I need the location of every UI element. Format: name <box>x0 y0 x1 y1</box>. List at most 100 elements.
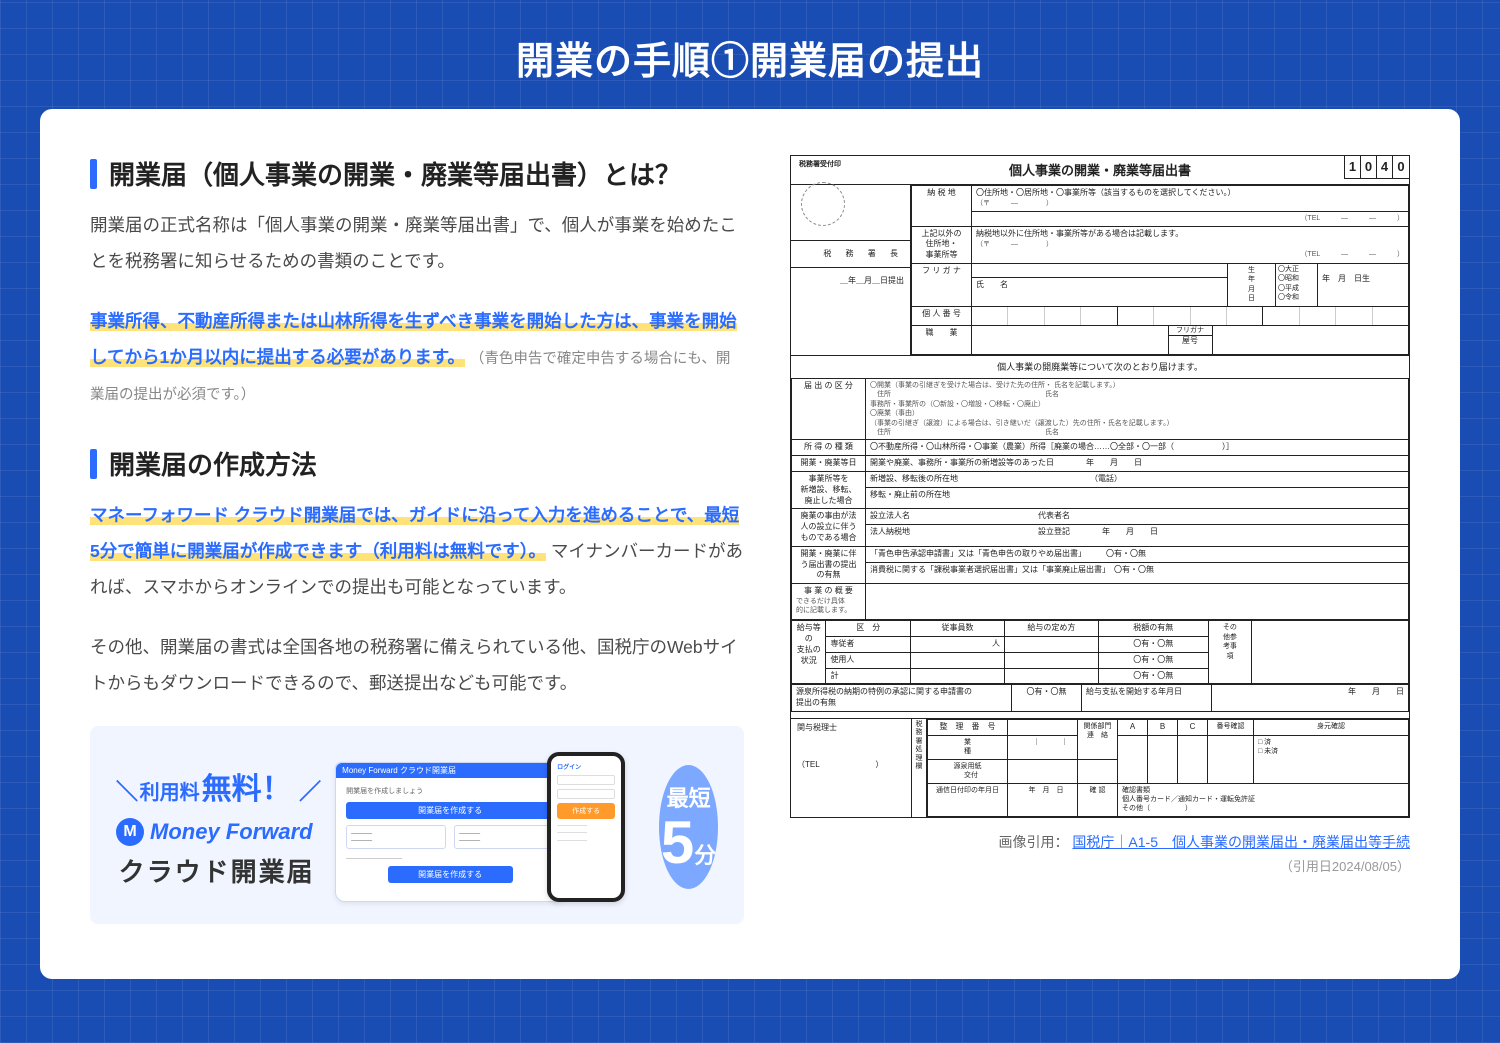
section1-highlight-para: 事業所得、不動産所得または山林所得を生ずべき事業を開始した方は、事業を開始してか… <box>90 304 744 412</box>
form-title: 個人事業の開業・廃業等届出書 <box>1009 163 1191 178</box>
form-footer-side: 税 務 署 処 理 欄 <box>911 719 927 817</box>
form-gensen-label: 源泉所得税の納期の特例の承認に関する申請書の 提出の有無 <box>792 685 1012 712</box>
form-kyuyo-r1: 専従者 <box>826 637 911 653</box>
form-label-hojin: 廃業の事由が法 人の設立に伴う ものである場合 <box>792 509 866 546</box>
form-label-kubun: 届 出 の 区 分 <box>792 378 866 440</box>
form-shimei-cell: 氏 名 生年月日 〇大正 〇昭和 〇平成 〇令和 年 月 日生 <box>972 263 1409 306</box>
form-footer-tel: （TEL ） <box>797 760 905 771</box>
form-gensen-r2l: 給与支払を開始する年月日 <box>1082 685 1212 712</box>
form-nozeichi-row1: 〇住所地・〇居所地・〇事業所等（該当するものを選択してください。）（〒 ― ） <box>972 185 1409 212</box>
form-gensen-table: 源泉所得税の納期の特例の承認に関する申請書の 提出の有無 〇有・〇無 給与支払を… <box>791 684 1409 712</box>
form-submit-date: ＿年＿月＿日提出 <box>791 268 910 295</box>
form-code-digit: 1 <box>1345 156 1361 178</box>
promo-free-pre: 利用料 <box>140 782 200 804</box>
laptop-cta-button: 開業届を作成する <box>346 802 554 819</box>
slash-left-icon: ＼ <box>116 779 134 804</box>
promo-brand-text: Money Forward <box>150 819 313 845</box>
form-label-kami: 上記以外の 住所地・ 事業所等 <box>912 226 972 263</box>
heading-bar-icon <box>90 449 97 479</box>
stamp-circle-icon <box>801 182 845 226</box>
form-label-nozeichi: 納 税 地 <box>912 185 972 226</box>
form-gaiyou-body <box>866 584 1409 620</box>
promo-mockups: Money Forward クラウド開業届 開業届を作成しましょう 開業届を作成… <box>335 752 625 902</box>
phone-title: ログイン <box>557 762 615 771</box>
phone-input <box>557 775 615 785</box>
form-kyuyo-side: 給与等の 支払の状況 <box>792 621 826 684</box>
form-label-jimusho: 事業所等を 新増設、移転、 廃止した場合 <box>792 472 866 509</box>
form-kyuyo-table: 給与等の 支払の状況 区 分 従事員数 給与の定め方 税額の有無 その 他参 考… <box>791 620 1409 684</box>
form-label-accompany: 開業・廃業に伴 う届出書の提出 の有無 <box>792 546 866 583</box>
phone-mock: ログイン 作成する ―――――――――――――――――― <box>547 752 625 902</box>
form-title-row: 税務署受付印 個人事業の開業・廃業等届出書 1 0 4 0 <box>791 156 1409 184</box>
section2-heading-text: 開業届の作成方法 <box>109 445 317 482</box>
form-kyuyo-r2: 使用人 <box>826 652 911 668</box>
form-taxoffice-label: 税 務 署 長 <box>791 241 910 269</box>
promo-brand-sub: クラウド開業届 <box>116 852 317 889</box>
form-kyuyo-note-body <box>1252 621 1409 684</box>
promo-5min-badge: 最短 5分 <box>659 765 718 889</box>
laptop-body: 開業届を作成しましょう 開業届を作成する ―――――― ―――――― ―――――… <box>336 778 564 891</box>
slash-right-icon: ／ <box>299 779 317 804</box>
promo-free-line: ＼ 利用料無料！ ／ <box>116 764 317 808</box>
form-stamp-label: 税務署受付印 <box>799 160 841 169</box>
laptop-header: Money Forward クラウド開業届 <box>336 763 564 778</box>
form-label-shokugyo: 職 業 <box>912 325 972 354</box>
mf-logo-icon: M <box>116 818 144 846</box>
right-column: 税務署受付印 個人事業の開業・廃業等届出書 1 0 4 0 税 務 署 長 ＿年… <box>790 155 1410 937</box>
laptop-box: ―――――― <box>346 825 446 849</box>
section2-heading: 開業届の作成方法 <box>90 445 744 482</box>
form-kyuyo-note-col: その 他参 考事 項 <box>1208 621 1252 684</box>
section2-p1: マネーフォワード クラウド開業届では、ガイドに沿って入力を進めることで、最短5分… <box>90 498 744 606</box>
section2-p2: その他、開業届の書式は全国各地の税務署に備えられている他、国税庁のWebサイトか… <box>90 630 744 702</box>
badge-num: 5分 <box>661 813 716 873</box>
form-kaigyobi-val: 開業や廃業、事務所・事業所の新増設等のあった日 年 月 日 <box>866 456 1409 472</box>
form-main-table: 届 出 の 区 分 〇開業（事業の引継ぎを受けた場合は、受けた先の住所・ 氏名を… <box>791 378 1409 620</box>
form-hojin-body: 設立法人名 代表者名 法人納税地 設立登記 年 月 日 <box>866 509 1409 546</box>
form-kami-val: 納税地以外に住所地・事業所等がある場合は記載します。（〒 ― ）（TEL ― ―… <box>972 226 1409 263</box>
citation-link[interactable]: 国税庁｜A1-5 個人事業の開業届出・廃業届出等手続 <box>1072 834 1410 850</box>
content-card: 開業届（個人事業の開業・廃業等届出書）とは？ 開業届の正式名称は「個人事業の開業… <box>40 109 1460 979</box>
form-jimusho-body: 新増設、移転後の所在地 （電話） 移転・廃止前の所在地 <box>866 472 1409 509</box>
form-kyuyo-h-num: 従事員数 <box>911 621 1005 637</box>
phone-cta-button: 作成する <box>557 803 615 819</box>
form-label-kojin: 個 人 番 号 <box>912 306 972 325</box>
form-footer: 関与税理士 （TEL ） 税 務 署 処 理 欄 整 理 番 号 関係部門 連 … <box>791 718 1409 817</box>
form-kojin-boxes <box>972 306 1409 325</box>
form-code: 1 0 4 0 <box>1344 156 1409 179</box>
phone-smalltext: ―――――――――――――――――― <box>557 823 615 846</box>
form-label-kaigyobi: 開業・廃業等日 <box>792 456 866 472</box>
form-code-digit: 0 <box>1393 156 1409 178</box>
form-kyuyo-h-tax: 税額の有無 <box>1098 621 1208 637</box>
phone-body: ログイン 作成する ―――――――――――――――――― <box>551 756 621 852</box>
form-footer-table: 整 理 番 号 関係部門 連 絡 A B C 番号確認 身元確認 業 種 ｜ ｜ <box>927 719 1409 817</box>
form-main-line: 個人事業の開廃業等について次のとおり届けます。 <box>791 355 1409 378</box>
citation-date: （引用日2024/08/05） <box>790 856 1410 875</box>
left-column: 開業届（個人事業の開業・廃業等届出書）とは？ 開業届の正式名称は「個人事業の開業… <box>90 155 744 937</box>
laptop-mock: Money Forward クラウド開業届 開業届を作成しましょう 開業届を作成… <box>335 762 565 902</box>
form-tel: （TEL ― ― ） <box>972 212 1409 226</box>
promo-banner: ＼ 利用料無料！ ／ M Money Forward クラウド開業届 Money… <box>90 726 744 924</box>
promo-free-big: 無料！ <box>202 773 292 806</box>
citation: 画像引用： 国税庁｜A1-5 個人事業の開業届出・廃業届出等手続 （引用日202… <box>790 832 1410 875</box>
section1-p1: 開業届の正式名称は「個人事業の開業・廃業等届出書」で、個人が事業を始めたことを税… <box>90 208 744 280</box>
form-image: 税務署受付印 個人事業の開業・廃業等届出書 1 0 4 0 税 務 署 長 ＿年… <box>790 155 1410 818</box>
form-kyuyo-h-how: 給与の定め方 <box>1004 621 1098 637</box>
section1-heading-text: 開業届（個人事業の開業・廃業等届出書）とは？ <box>109 155 681 192</box>
form-label-furigana: フ リ ガ ナ <box>912 263 972 306</box>
laptop-subtext: ―――――――― <box>346 855 554 862</box>
form-accompany-body: 「青色申告承認申請書」又は「青色申告の取りやめ届出書」 〇有・〇無 消費税に関す… <box>866 546 1409 583</box>
form-gensen-yn: 〇有・〇無 <box>1012 685 1082 712</box>
form-shotoku-val: 〇不動産所得・〇山林所得・〇事業（農業）所得［廃業の場合……〇全部・〇一部（ ）… <box>866 440 1409 456</box>
promo-brand: M Money Forward <box>116 818 317 846</box>
form-label-shotoku: 所 得 の 種 類 <box>792 440 866 456</box>
laptop-line1: 開業届を作成しましょう <box>346 786 554 796</box>
laptop-cta2-button: 開業届を作成する <box>388 866 513 883</box>
form-right-col: 納 税 地 〇住所地・〇居所地・〇事業所等（該当するものを選択してください。）（… <box>911 185 1409 355</box>
heading-bar-icon <box>90 159 97 189</box>
form-kyuyo-r3: 計 <box>826 668 911 684</box>
page-title: 開業の手順①開業届の提出 <box>40 30 1460 85</box>
promo-brand-block: ＼ 利用料無料！ ／ M Money Forward クラウド開業届 <box>116 764 317 889</box>
form-gensen-r2v: 年 月 日 <box>1212 685 1409 712</box>
section1-heading: 開業届（個人事業の開業・廃業等届出書）とは？ <box>90 155 744 192</box>
phone-input <box>557 789 615 799</box>
